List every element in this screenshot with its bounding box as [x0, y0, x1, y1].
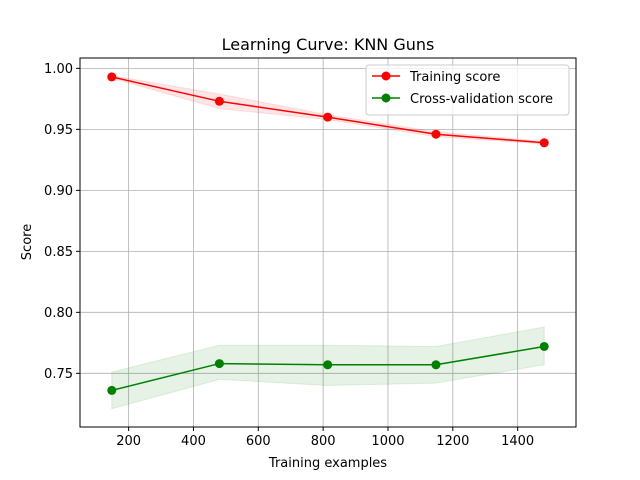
series-markers — [107, 72, 549, 395]
y-axis-label: Score — [20, 224, 35, 260]
cross-validation-point — [323, 360, 333, 370]
legend-marker-training — [381, 71, 391, 81]
legend-frame — [365, 64, 570, 116]
legend-label-cross-validation: Cross-validation score — [410, 92, 553, 107]
plot-border — [79, 57, 577, 428]
legend-marker-cross-validation — [381, 93, 391, 103]
legend: Training score Cross-validation score — [365, 64, 570, 116]
y-tick-label: 0.85 — [44, 245, 73, 260]
y-tick-label: 0.75 — [44, 367, 73, 382]
y-tick-label: 0.80 — [44, 306, 73, 321]
x-tick-label: 600 — [246, 434, 271, 449]
x-axis-ticks: 200 400 600 800 1000 1200 1400 — [116, 427, 534, 449]
x-tick-label: 1200 — [436, 434, 469, 449]
cross-validation-point — [214, 359, 224, 369]
training-point — [214, 96, 224, 106]
x-tick-label: 1000 — [371, 434, 404, 449]
grid — [80, 58, 576, 427]
x-tick-label: 200 — [116, 434, 141, 449]
y-axis-ticks: 0.75 0.80 0.85 0.90 0.95 1.00 — [44, 62, 80, 382]
chart-title: Learning Curve: KNN Guns — [222, 35, 435, 54]
y-tick-label: 0.95 — [44, 123, 73, 138]
y-tick-label: 0.90 — [44, 184, 73, 199]
cross-validation-point — [539, 341, 549, 351]
x-tick-label: 800 — [311, 434, 336, 449]
training-point — [323, 112, 333, 122]
x-tick-label: 1400 — [501, 434, 534, 449]
cross-validation-point — [431, 360, 441, 370]
training-point — [431, 129, 441, 139]
plot-area — [79, 57, 577, 428]
cross-validation-point — [107, 385, 117, 395]
training-point — [107, 72, 117, 82]
y-tick-label: 1.00 — [44, 62, 73, 77]
x-axis-label: Training examples — [268, 456, 387, 471]
x-tick-label: 400 — [181, 434, 206, 449]
training-point — [539, 138, 549, 148]
legend-label-training: Training score — [409, 70, 500, 85]
